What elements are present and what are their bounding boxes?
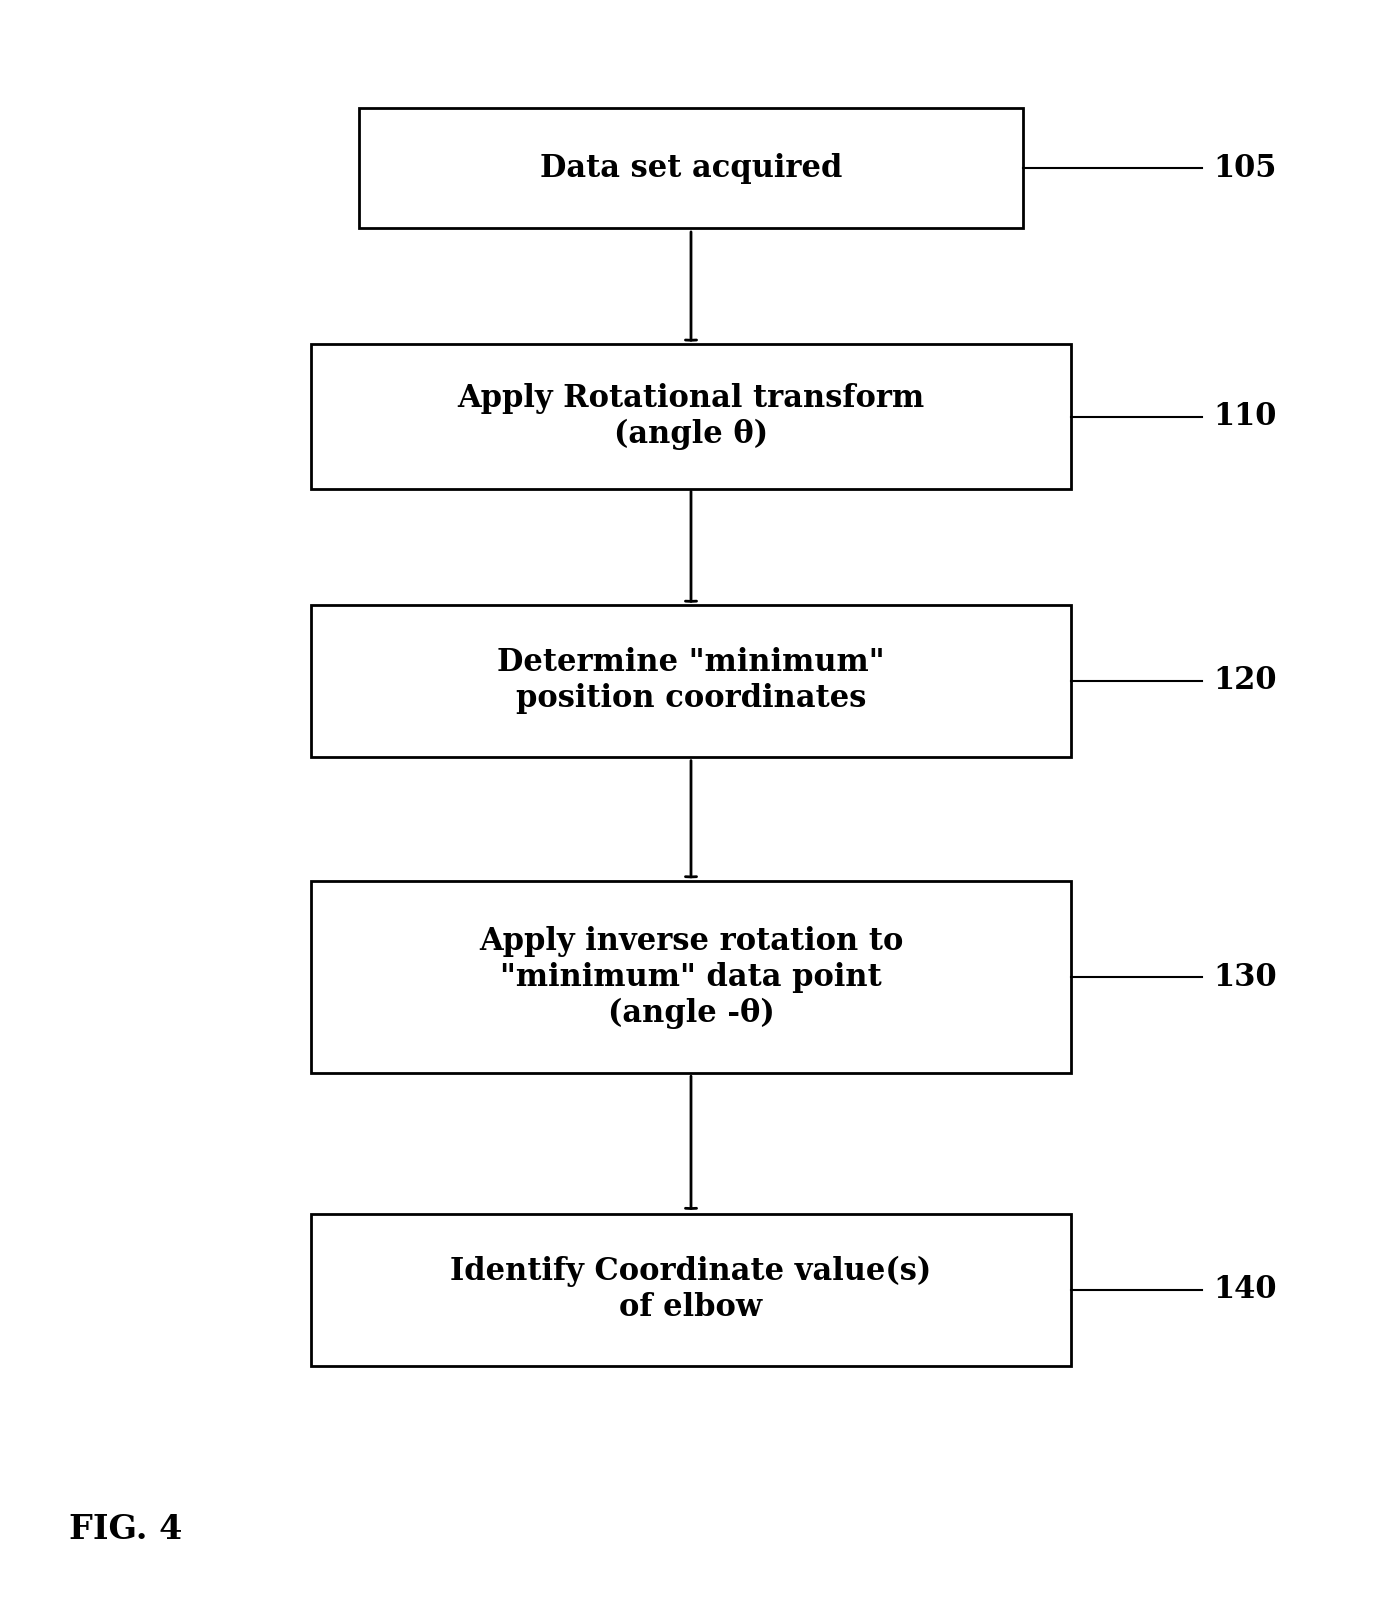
- Bar: [311, 881, 1071, 1073]
- Text: 140: 140: [1213, 1274, 1277, 1306]
- Text: Data set acquired: Data set acquired: [540, 152, 842, 184]
- Text: Identify Coordinate value(s)
of elbow: Identify Coordinate value(s) of elbow: [451, 1256, 931, 1323]
- Text: Apply inverse rotation to
"minimum" data point
(angle -θ): Apply inverse rotation to "minimum" data…: [478, 926, 904, 1028]
- Text: FIG. 4: FIG. 4: [69, 1514, 182, 1546]
- Text: 130: 130: [1213, 961, 1277, 993]
- Text: 105: 105: [1213, 152, 1277, 184]
- Bar: [311, 1214, 1071, 1365]
- Bar: [359, 109, 1023, 227]
- Text: 120: 120: [1213, 665, 1277, 697]
- Bar: [311, 344, 1071, 489]
- Text: Determine "minimum"
position coordinates: Determine "minimum" position coordinates: [498, 647, 884, 714]
- Text: Apply Rotational transform
(angle θ): Apply Rotational transform (angle θ): [457, 383, 925, 450]
- Bar: [311, 606, 1071, 758]
- Text: 110: 110: [1213, 400, 1277, 433]
